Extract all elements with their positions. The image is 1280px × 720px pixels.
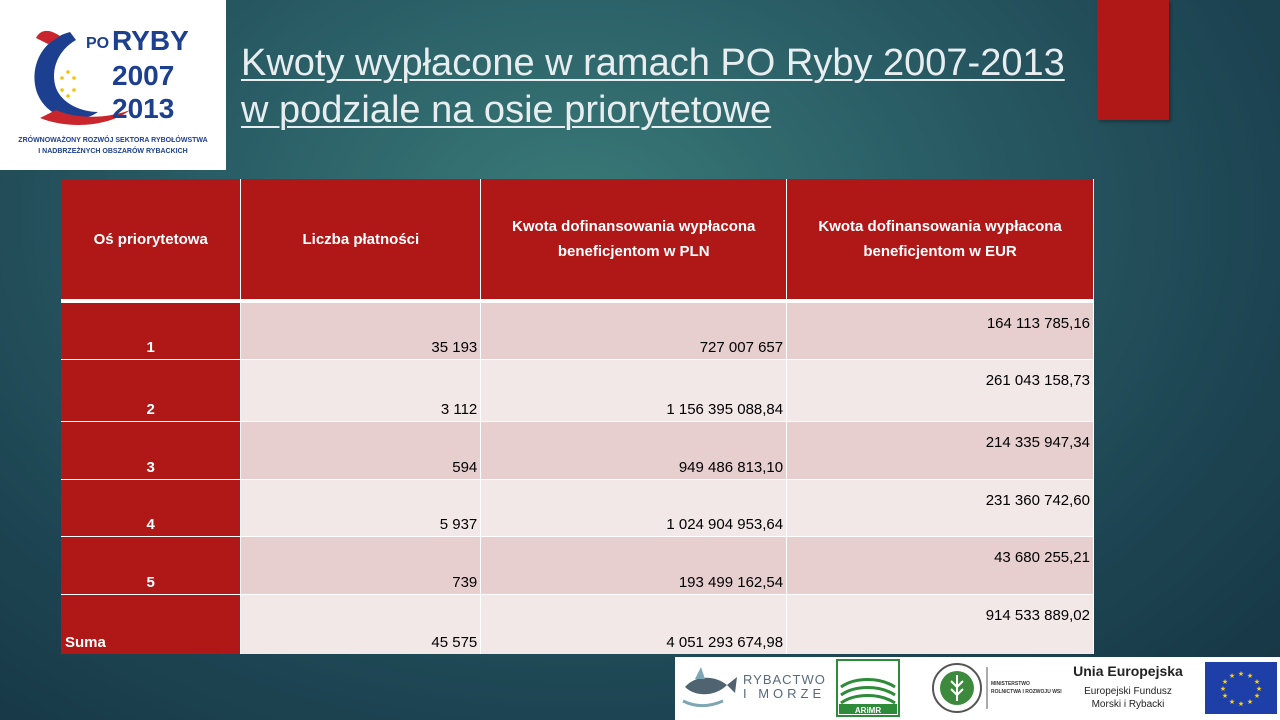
table-row: 4 5 937 1 024 904 953,64 231 360 742,60 [61, 478, 1094, 536]
eu-sub-2: Morski i Rybacki [1091, 699, 1165, 710]
cell-axis: 3 [61, 420, 242, 479]
cell-axis: 2 [61, 358, 242, 421]
svg-text:★: ★ [1247, 698, 1253, 706]
svg-text:RYBY: RYBY [112, 25, 189, 56]
decorative-red-tab [1097, 0, 1169, 120]
ministry-emblem-icon: MINISTERSTWO ROLNICTWA I ROZWOJU WSI [932, 663, 1062, 713]
svg-text:★: ★ [1222, 692, 1228, 700]
cell-pln: 949 486 813,10 [480, 420, 788, 479]
header-axis: Oś priorytetowa [61, 179, 242, 303]
svg-text:2013: 2013 [112, 93, 174, 124]
eu-flag-icon: ★ ★★ ★★★ ★★★ ★★★ [1205, 662, 1277, 714]
eu-title: Unia Europejska [1073, 663, 1183, 679]
table-row: 5 739 193 499 162,54 43 680 255,21 [61, 535, 1094, 594]
cell-count: 594 [240, 420, 482, 479]
header-pln: Kwota dofinansowania wypłacona beneficje… [480, 179, 788, 303]
page-title: Kwoty wypłacone w ramach PO Ryby 2007-20… [241, 42, 1065, 131]
svg-text:ROLNICTWA I ROZWOJU WSI: ROLNICTWA I ROZWOJU WSI [991, 689, 1062, 695]
eu-label: Unia Europejska Europejski Fundusz Morsk… [1063, 663, 1193, 711]
header-count: Liczba płatności [240, 179, 482, 303]
svg-text:I NADBRZEŻNYCH OBSZARÓW RYBACK: I NADBRZEŻNYCH OBSZARÓW RYBACKICH [38, 146, 187, 155]
po-ryby-logo: PO RYBY 2007 2013 ZRÓWNOWAŻONY ROZWÓJ SE… [0, 0, 226, 170]
cell-axis: 5 [61, 535, 242, 594]
cell-eur: 43 680 255,21 [786, 535, 1094, 594]
svg-text:ARiMR: ARiMR [855, 706, 881, 715]
svg-text:2007: 2007 [112, 60, 174, 91]
table-row: 2 3 112 1 156 395 088,84 261 043 158,73 [61, 358, 1094, 421]
cell-count: 45 575 [240, 593, 482, 654]
table-row: 3 594 949 486 813,10 214 335 947,34 [61, 420, 1094, 479]
arimr-logo-icon: ARiMR [836, 659, 900, 717]
svg-text:ZRÓWNOWAŻONY ROZWÓJ SEKTORA RY: ZRÓWNOWAŻONY ROZWÓJ SEKTORA RYBOŁÓWSTWA [18, 135, 207, 144]
svg-text:★: ★ [1229, 672, 1235, 680]
cell-axis: 1 [61, 300, 242, 359]
svg-text:★: ★ [1256, 685, 1262, 693]
rybactwo-label: RYBACTWO I MORZE [743, 673, 826, 701]
svg-text:MINISTERSTWO: MINISTERSTWO [991, 681, 1030, 687]
cell-count: 739 [240, 535, 482, 594]
svg-text:★: ★ [1254, 678, 1260, 686]
svg-text:PO: PO [86, 35, 109, 52]
cell-eur: 164 113 785,16 [786, 300, 1094, 359]
cell-eur: 231 360 742,60 [786, 478, 1094, 536]
payments-table: Oś priorytetowa Liczba płatności Kwota d… [61, 179, 1094, 654]
partner-logos: ARiMR MINISTERSTWO ROLNICTWA I ROZWOJU W… [675, 657, 1280, 720]
table-row-total: Suma 45 575 4 051 293 674,98 914 533 889… [61, 593, 1094, 654]
svg-text:★: ★ [1238, 670, 1244, 678]
cell-eur: 214 335 947,34 [786, 420, 1094, 479]
cell-eur: 261 043 158,73 [786, 358, 1094, 421]
svg-text:★: ★ [1254, 692, 1260, 700]
cell-count: 5 937 [240, 478, 482, 536]
table-row: 1 35 193 727 007 657 164 113 785,16 [61, 300, 1094, 359]
header-eur: Kwota dofinansowania wypłacona beneficje… [786, 179, 1094, 303]
cell-pln: 727 007 657 [480, 300, 788, 359]
eu-sub-1: Europejski Fundusz [1084, 686, 1172, 697]
table-header-row: Oś priorytetowa Liczba płatności Kwota d… [61, 179, 1094, 303]
cell-pln: 193 499 162,54 [480, 535, 788, 594]
rybactwo-label-line-2: I MORZE [743, 686, 826, 701]
svg-text:★: ★ [1222, 678, 1228, 686]
rybactwo-label-line-1: RYBACTWO [743, 672, 826, 687]
cell-pln: 1 156 395 088,84 [480, 358, 788, 421]
cell-axis: Suma [61, 593, 242, 654]
svg-text:★: ★ [1238, 700, 1244, 708]
svg-text:★: ★ [1220, 685, 1226, 693]
fish-emblem-icon: PO RYBY 2007 2013 ZRÓWNOWAŻONY ROZWÓJ SE… [18, 25, 207, 155]
rybactwo-fish-icon [682, 667, 737, 707]
svg-text:★: ★ [1247, 672, 1253, 680]
cell-axis: 4 [61, 478, 242, 536]
cell-count: 35 193 [240, 300, 482, 359]
cell-pln: 4 051 293 674,98 [480, 593, 788, 654]
cell-eur: 914 533 889,02 [786, 593, 1094, 654]
cell-pln: 1 024 904 953,64 [480, 478, 788, 536]
svg-text:★: ★ [1229, 698, 1235, 706]
cell-count: 3 112 [240, 358, 482, 421]
